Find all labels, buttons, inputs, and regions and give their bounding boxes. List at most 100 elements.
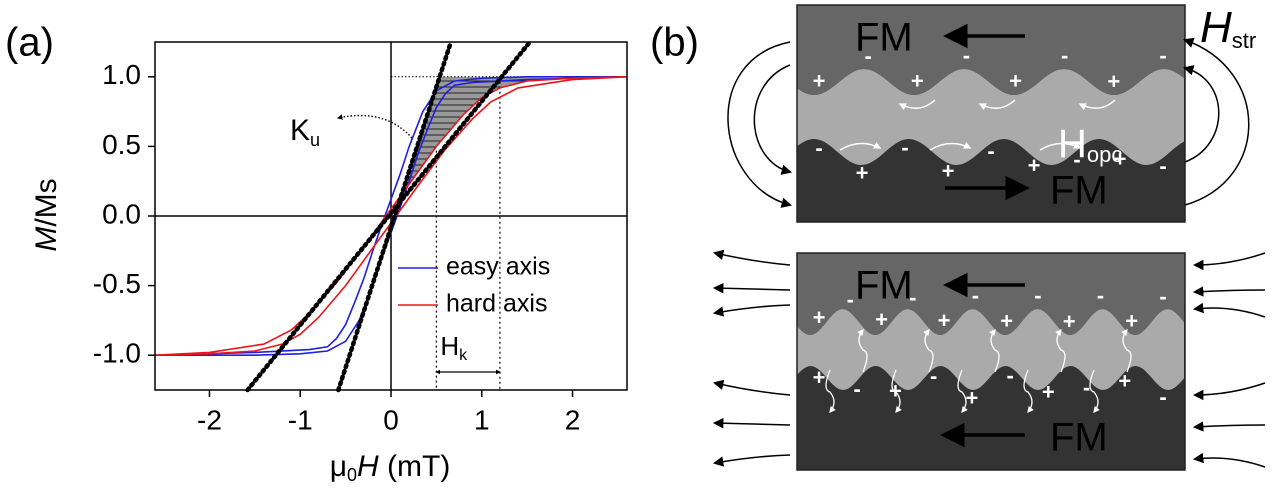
ku-arrow [336,114,413,139]
panel-label: (b) [650,21,699,65]
charge: - [1159,384,1166,409]
internal-field-arrow [978,99,1016,111]
charge: - [1006,363,1013,388]
y-axis-label: M/Ms [30,178,63,251]
charge: - [1034,283,1041,308]
y-label-part: M [30,227,63,252]
stray-field-line [1183,37,1250,206]
x-label-part: H [357,450,379,483]
stray-field-line [1192,421,1266,432]
x-label-part: (mT) [379,450,451,483]
charge: - [854,376,861,401]
charge: + [813,365,826,390]
spacer-layer [797,309,1184,390]
charge: - [864,43,871,68]
internal-field-arrow [839,141,882,151]
charge: - [1159,284,1166,309]
charge: + [1125,309,1138,334]
h-str-sub: str [1232,28,1256,53]
stray-field-line [712,417,791,429]
stray-field-line [753,64,793,175]
x-label-sub: 0 [347,465,357,485]
stray-field-line [712,379,791,396]
fm-upper-layer [797,253,1185,335]
charge: - [1097,283,1104,308]
internal-field-arrow [1078,99,1116,111]
ku-main: K [290,114,310,147]
internal-field-arrow [1121,328,1132,373]
plot-frame [154,41,628,391]
tangent-line [245,39,533,393]
internal-field-arrow [898,99,936,111]
box-frame [796,4,1186,223]
stray-field-line [1192,452,1266,468]
charge: + [965,386,978,411]
x-tick-label: 0 [383,404,399,435]
charge: - [963,43,970,68]
stray-field-line [712,282,791,294]
charge: + [875,307,888,332]
internal-field-arrow [1089,369,1100,414]
y-tick-label: 0.5 [102,129,141,160]
charge: + [1009,69,1022,94]
legend-label: easy axis [446,253,550,281]
y-tick-label: 1.0 [102,59,141,90]
y-label-part: /Ms [30,178,63,226]
h-opc-sub: opc [1087,142,1122,167]
hk-sub: k [459,347,468,364]
stray-field-line [1182,65,1220,163]
charge: - [1073,147,1080,172]
stray-field-line [727,41,793,208]
charge: - [815,135,822,160]
charge: + [1114,146,1127,171]
charge: + [813,305,826,330]
fm-label: FM [1050,169,1108,213]
x-tick-label: -1 [288,404,313,435]
charge: + [942,158,955,183]
internal-field-arrow [989,328,1000,373]
charge: - [1061,43,1068,68]
tangent-line [336,39,454,393]
h-str-label: Hstr [1200,3,1256,53]
y-tick-label: -1.0 [93,338,141,369]
legend-label: hard axis [446,290,547,318]
charge: - [847,287,854,312]
charge: - [909,285,916,310]
stray-field-line [1192,286,1266,297]
charge: + [1028,153,1041,178]
charge: - [972,283,979,308]
charge: - [1159,43,1166,68]
charge: + [1000,309,1013,334]
y-tick-label: 0.0 [102,198,141,229]
charge: - [901,135,908,160]
hk-main: H [440,331,459,361]
spacer-layer [797,69,1184,165]
charge: - [1083,375,1090,400]
internal-field-arrow [923,328,934,373]
fm-upper-layer [797,5,1185,95]
hk-label: Hk [440,331,468,364]
x-label-part: μ [330,450,347,483]
fm-label: FM [855,264,913,308]
internal-field-arrow [1055,328,1066,373]
stray-field-line [1192,252,1266,271]
ku-sub: u [310,130,320,150]
chart-a: (a) μ0H (mT) M/Ms -2 -1 0 1 2-1.0-0.50.00.51… [5,21,628,485]
internal-field-arrow [891,369,902,414]
fm-label: FM [1050,416,1108,460]
internal-field-arrow [1023,369,1034,414]
x-tick-label: -2 [197,404,222,435]
internal-field-arrow [857,328,868,373]
stray-field-line [712,454,791,467]
charge: + [1063,309,1076,334]
charge: + [938,308,951,333]
stray-field-line [1192,302,1266,318]
charge: + [1107,69,1120,94]
fm-label: FM [855,16,913,60]
charge: + [1042,380,1055,405]
y-tick-label: -0.5 [93,268,141,299]
charge: - [1159,154,1166,179]
hatched-area [394,76,573,216]
diagram-b: (b) +-+-+-+--+-+-+ - + -+-+-+-+-+-+-+ - +-+-+… [650,3,1266,471]
